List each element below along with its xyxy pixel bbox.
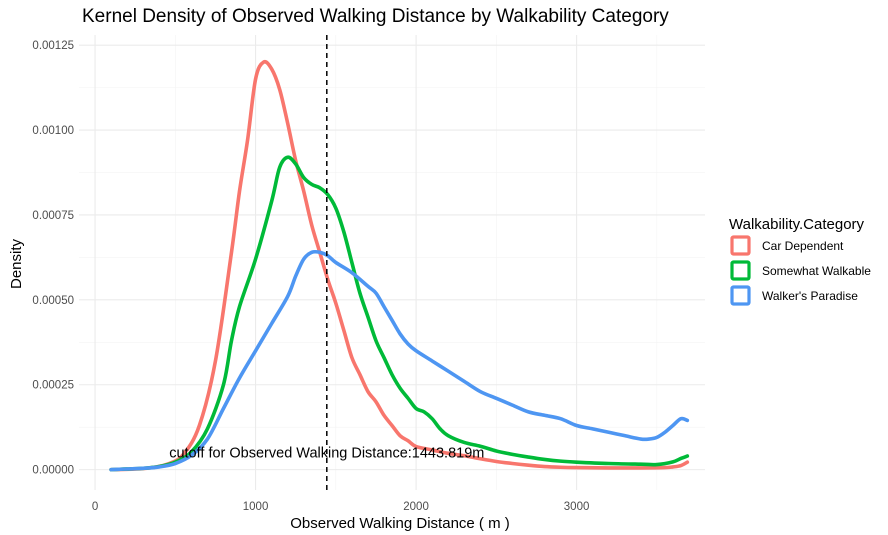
series-line-walker-s-paradise: [109, 249, 690, 472]
cutoff-annotation: cutoff for Observed Walking Distance:144…: [169, 446, 484, 462]
cutoff-marker: cutoff for Observed Walking Distance:144…: [169, 35, 484, 490]
x-axis-title: Observed Walking Distance ( m ): [290, 515, 510, 532]
major-gridlines: [79, 35, 705, 490]
legend-key-somewhat-walkable: [730, 260, 751, 281]
x-tick-label: 3000: [564, 501, 590, 513]
legend-label-car-dependent: Car Dependent: [762, 239, 844, 253]
y-tick-label: 0.00100: [32, 125, 74, 137]
legend-key-car-dependent: [730, 235, 751, 256]
density-series: [109, 59, 690, 472]
minor-gridlines: [79, 35, 705, 490]
y-tick-label: 0.00025: [32, 380, 74, 392]
legend-key-walker-s-paradise: [730, 285, 751, 306]
y-tick-label: 0.00050: [32, 295, 74, 307]
y-axis-ticks: 0.00000 0.00025 0.00050 0.00075 0.00100 0.001…: [32, 40, 74, 476]
legend: Walkability.Category Car Dependent Somewh…: [729, 216, 871, 306]
y-tick-label: 0.00000: [32, 465, 74, 477]
series-line-car-dependent: [109, 59, 690, 472]
x-tick-label: 1000: [243, 501, 269, 513]
legend-title: Walkability.Category: [729, 216, 865, 233]
x-axis-ticks: 0 1000 2000 3000: [92, 501, 590, 513]
legend-label-somewhat-walkable: Somewhat Walkable: [762, 264, 871, 278]
series-line-somewhat-walkable: [109, 155, 690, 472]
x-tick-label: 0: [92, 501, 98, 513]
y-tick-label: 0.00075: [32, 210, 74, 222]
legend-label-walker-s-paradise: Walker's Paradise: [762, 289, 858, 303]
y-tick-label: 0.00125: [32, 40, 74, 52]
chart-title: Kernel Density of Observed Walking Dista…: [82, 6, 669, 27]
x-tick-label: 2000: [403, 501, 429, 513]
y-axis-title: Density: [8, 238, 25, 289]
